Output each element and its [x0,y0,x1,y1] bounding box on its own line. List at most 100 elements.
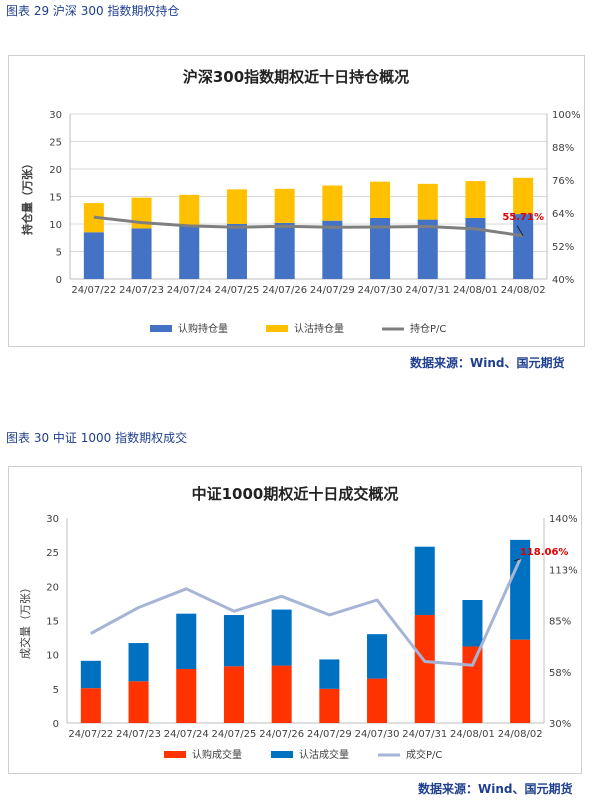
chart2-y-tick-label: 5 [53,685,59,696]
chart1-legend-label-pc: 持仓P/C [410,322,446,335]
chart2-bar-put [223,615,244,667]
chart-1-frame: 沪深300指数期权近十日持仓概况 0 5 10 15 20 25 30 40% 52% 64% 76%… [8,55,585,347]
chart1-x-tick-label: 24/07/26 [262,285,307,296]
chart2-x-tick-label: 24/07/29 [307,729,352,740]
chart2-y-tick-label: 15 [46,617,59,628]
chart1-bar-call [179,225,200,279]
chart2-bar-call [80,688,101,723]
chart2-bar-call [462,646,483,723]
chart2-x-tick-label: 24/08/01 [450,729,495,740]
chart2-y-tick-label: 10 [46,651,59,662]
chart2-legend-label-pc: 成交P/C [406,748,442,761]
chart2-y-tick-label: 25 [46,548,59,559]
chart1-x-tick-label: 24/07/24 [167,285,212,296]
chart1-y-tick-label: 25 [49,138,62,149]
chart2-x-tick-label: 24/08/02 [498,729,543,740]
chart1-legend-swatch-put [266,325,288,332]
chart1-bar-call [274,222,295,279]
chart2-x-tick-label: 24/07/31 [402,729,447,740]
chart2-legend-label-call: 认购成交量 [192,748,242,761]
chart2-y-tick-label: 20 [46,582,59,593]
chart2-bar-call [271,665,292,723]
chart2-bar-put [80,660,101,689]
chart1-x-tick-label: 24/07/23 [119,285,164,296]
chart1-legend-label-call: 认购持仓量 [178,322,228,335]
chart1-bar-put [417,183,438,220]
chart2-bar-put [319,659,340,689]
chart2-y2-tick-label: 113% [549,565,578,576]
chart2-bar-call [414,615,435,723]
chart2-bar-put [462,600,483,647]
chart1-y-tick-label: 30 [49,110,62,121]
chart2-x-tick-label: 24/07/24 [164,729,209,740]
chart1-bar-put [322,185,343,221]
chart1-bar-call [370,217,391,279]
chart1-bar-call [226,224,247,279]
chart1-bar-call [465,217,486,279]
chart2-y-tick-label: 0 [53,719,59,730]
chart2-bar-call [510,639,531,723]
chart1-x-tick-label: 24/08/02 [501,285,546,296]
chart1-bar-put [179,194,200,226]
chart1-bar-call [131,228,152,279]
chart1-annotation-label: 55.71% [502,212,544,223]
chart2-bar-put [510,539,531,640]
chart2-bar-put [414,546,435,616]
chart2-annotation-leader [513,558,521,562]
chart1-bar-put [274,188,295,223]
chart2-y2-tick-label: 140% [549,514,578,525]
chart1-y2-tick-label: 40% [552,275,574,286]
chart-1-svg: 沪深300指数期权近十日持仓概况 0 5 10 15 20 25 30 40% 52% 64% 76%… [20,68,581,335]
chart1-y-tick-label: 10 [49,220,62,231]
chart2-y2-tick-label: 58% [549,668,571,679]
chart1-bar-put [370,181,391,218]
figure-29-source: 数据来源：Wind、国元期货 [410,356,565,370]
chart1-bar-put [226,189,247,224]
chart2-bar-put [271,609,292,666]
chart2-bar-put [367,634,388,679]
chart1-y-tick-label: 20 [49,165,62,176]
chart1-legend-swatch-call [150,325,172,332]
chart1-bar-call [513,214,534,279]
chart1-bar-call [417,219,438,279]
chart2-x-tick-label: 24/07/30 [355,729,400,740]
chart1-pc-line [93,215,524,238]
chart1-bar-call [322,220,343,279]
chart2-pc-line [90,558,522,667]
chart1-bar-put [513,177,534,215]
chart1-title: 沪深300指数期权近十日持仓概况 [183,68,409,86]
chart2-bar-call [176,669,197,723]
chart2-legend-swatch-call [164,751,186,758]
chart2-bar-call [319,688,340,723]
chart2-x-tick-label: 24/07/26 [259,729,304,740]
chart1-x-tick-label: 24/07/22 [71,285,116,296]
chart1-y2-tick-label: 88% [552,143,574,154]
chart1-x-tick-label: 24/07/25 [214,285,259,296]
chart2-title: 中证1000期权近十日成交概况 [192,485,399,503]
chart2-annotation-label: 118.06% [520,547,569,558]
chart1-legend-label-put: 认沽持仓量 [294,322,344,335]
chart1-x-tick-label: 24/07/31 [405,285,450,296]
chart2-bar-call [367,678,388,723]
chart1-bar-put [465,181,486,218]
chart2-bar-put [176,613,197,670]
chart1-y-tick-label: 15 [49,193,62,204]
figure-30-caption: 图表 30 中证 1000 指数期权成交 [6,431,188,445]
chart-2-frame: 中证1000期权近十日成交概况 0 5 10 15 20 25 30 30% 58% 85% 113%… [8,466,582,774]
chart1-bar-call [83,232,104,279]
chart2-y2-tick-label: 30% [549,719,571,730]
chart2-y-tick-label: 30 [46,514,59,525]
chart-2-svg: 中证1000期权近十日成交概况 0 5 10 15 20 25 30 30% 58% 85% 113%… [18,485,578,761]
chart2-bar-put [128,643,149,682]
chart1-annotation-leader [516,225,524,237]
figure-30-source: 数据来源：Wind、国元期货 [418,782,573,796]
chart2-y-axis-label: 成交量（万张） [18,582,32,659]
chart2-y2-tick-label: 85% [549,617,571,628]
chart1-y2-tick-label: 76% [552,176,574,187]
figure-29-caption: 图表 29 沪深 300 指数期权持仓 [6,4,180,18]
chart1-y-tick-label: 0 [56,275,62,286]
chart2-bar-call [128,681,149,723]
chart1-y2-tick-label: 100% [552,110,581,121]
chart2-bar-call [223,666,244,723]
chart2-x-tick-label: 24/07/25 [211,729,256,740]
